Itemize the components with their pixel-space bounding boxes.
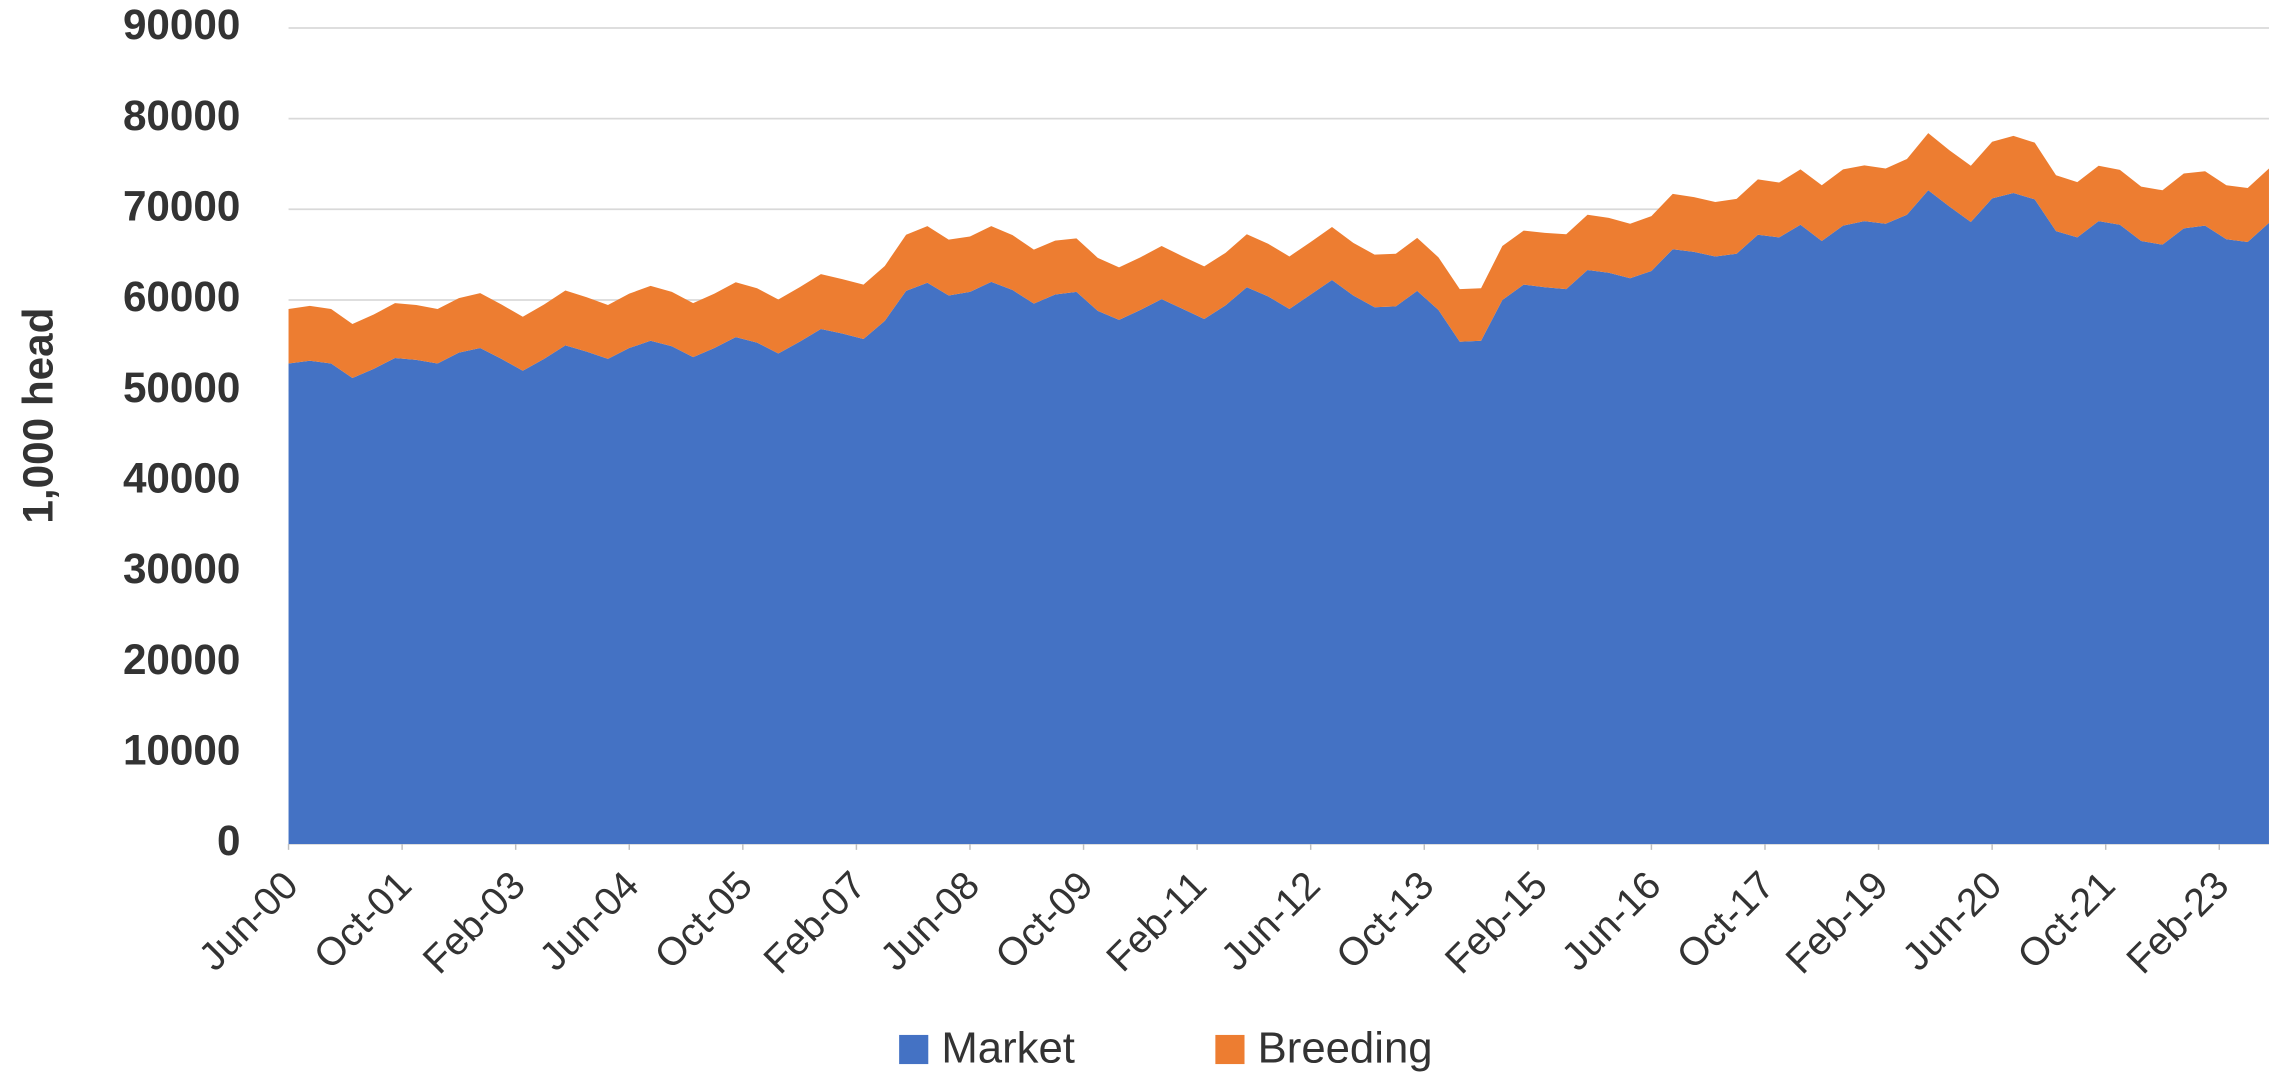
area — [288, 133, 2269, 378]
legend-swatch — [1215, 1034, 1245, 1065]
area — [288, 190, 2269, 845]
y-tick-label: 60000 — [123, 273, 241, 320]
y-tick-label: 90000 — [123, 1, 241, 48]
x-tick-label: Jun-16 — [1553, 863, 1669, 979]
y-tick-label: 0 — [217, 817, 241, 864]
x-tick-label: Jun-20 — [1894, 863, 2010, 979]
x-tick-label: Feb-11 — [1098, 863, 1215, 980]
x-tick-label: Oct-21 — [2009, 863, 2124, 978]
legend-label: Breeding — [1258, 1024, 1433, 1073]
x-tick-label: Jun-00 — [190, 863, 306, 979]
y-tick-label: 50000 — [123, 364, 241, 411]
x-tick-label: Oct-01 — [306, 863, 421, 978]
x-tick-label: Feb-07 — [755, 863, 874, 982]
x-tick-label: Feb-15 — [1437, 863, 1556, 982]
x-tick-label: Oct-05 — [646, 863, 761, 978]
x-tick-label: Jun-08 — [872, 863, 988, 979]
legend-label: Market — [941, 1024, 1075, 1073]
x-tick-label: Feb-19 — [1777, 863, 1896, 982]
y-tick-label: 40000 — [123, 454, 241, 501]
x-tick-label: Oct-13 — [1328, 863, 1443, 978]
y-tick-label: 10000 — [123, 727, 241, 774]
x-tick-label: Feb-03 — [414, 863, 533, 982]
legend-swatch — [899, 1034, 929, 1065]
x-tick-label: Jun-12 — [1213, 863, 1329, 979]
y-tick-label: 30000 — [123, 545, 241, 592]
y-tick-label: 70000 — [123, 182, 241, 229]
x-tick-label: Oct-09 — [987, 863, 1102, 978]
x-tick-label: Feb-23 — [2118, 863, 2237, 982]
x-tick-label: Jun-04 — [531, 863, 647, 979]
x-tick-label: Oct-17 — [1668, 863, 1783, 978]
y-axis-label: 1,000 head — [14, 308, 61, 524]
y-tick-label: 20000 — [123, 636, 241, 683]
y-tick-label: 80000 — [123, 92, 241, 139]
